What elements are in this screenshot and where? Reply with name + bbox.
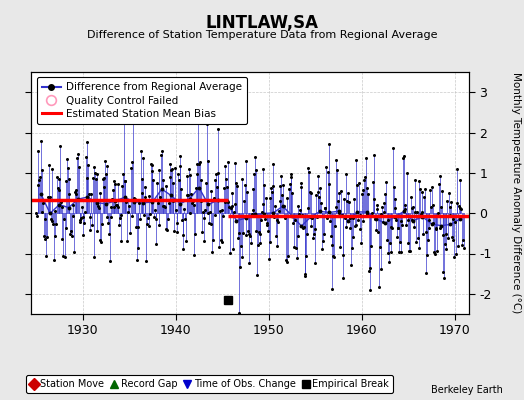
Legend: Difference from Regional Average, Quality Control Failed, Estimated Station Mean: Difference from Regional Average, Qualit…: [37, 77, 247, 124]
Legend: Station Move, Record Gap, Time of Obs. Change, Empirical Break: Station Move, Record Gap, Time of Obs. C…: [26, 375, 393, 393]
Text: Difference of Station Temperature Data from Regional Average: Difference of Station Temperature Data f…: [87, 30, 437, 40]
Text: Berkeley Earth: Berkeley Earth: [431, 385, 503, 395]
Text: LINTLAW,SA: LINTLAW,SA: [205, 14, 319, 32]
Y-axis label: Monthly Temperature Anomaly Difference (°C): Monthly Temperature Anomaly Difference (…: [511, 72, 521, 314]
